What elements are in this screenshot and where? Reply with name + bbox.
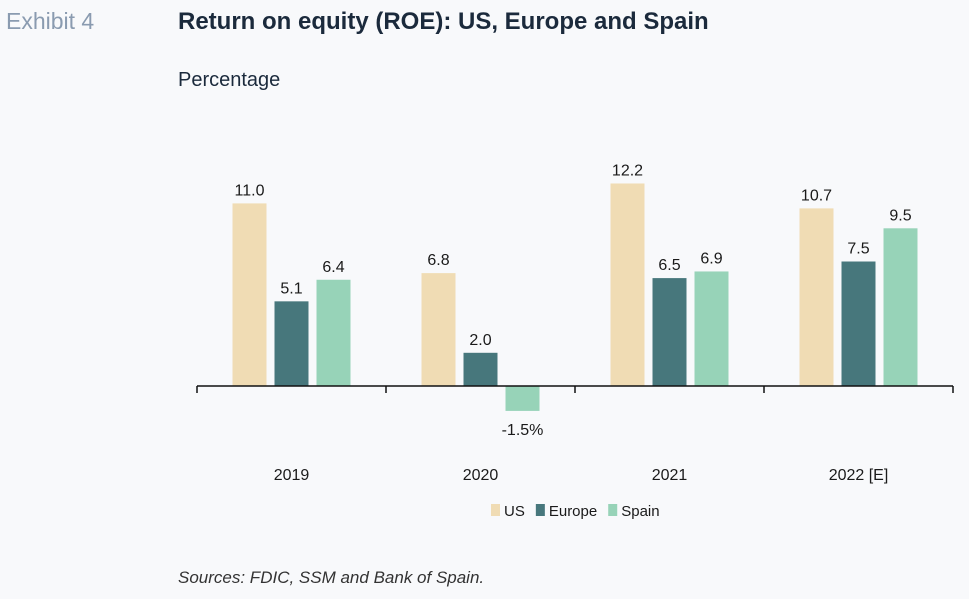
bar-us-1 bbox=[421, 273, 456, 386]
data-label-spain-3: 9.5 bbox=[889, 207, 911, 224]
data-label-spain-1: -1.5% bbox=[502, 422, 544, 439]
x-tick-label-3: 2022 [E] bbox=[829, 467, 889, 484]
bar-spain-2 bbox=[694, 271, 729, 386]
x-axis: 2019 2020 2021 2022 [E] bbox=[196, 385, 954, 484]
x-tick-label-2: 2021 bbox=[652, 467, 688, 484]
data-labels-layer: 11.0 5.1 6.4 6.8 2.0 -1.5% 12.2 6.5 6.9 10.7 7.5 9.… bbox=[235, 162, 912, 438]
bar-spain-1 bbox=[505, 386, 540, 411]
bar-europe-2 bbox=[652, 278, 687, 386]
data-label-us-0: 11.0 bbox=[235, 182, 265, 199]
legend-label-europe: Europe bbox=[549, 503, 597, 520]
legend-label-spain: Spain bbox=[621, 503, 659, 520]
data-label-europe-3: 7.5 bbox=[847, 241, 869, 258]
legend: US Europe Spain bbox=[491, 503, 660, 520]
legend-swatch-europe bbox=[535, 504, 545, 516]
data-label-spain-0: 6.4 bbox=[322, 259, 344, 276]
x-tick-label-1: 2020 bbox=[463, 467, 499, 484]
legend-swatch-us bbox=[491, 504, 500, 516]
data-label-us-2: 12.2 bbox=[612, 162, 643, 179]
chart-title: Return on equity (ROE): US, Europe and S… bbox=[178, 8, 709, 35]
x-tick-label-0: 2019 bbox=[274, 467, 310, 484]
bar-spain-3 bbox=[883, 228, 918, 386]
bar-europe-0 bbox=[274, 301, 309, 386]
data-label-europe-1: 2.0 bbox=[469, 332, 491, 349]
data-label-europe-2: 6.5 bbox=[658, 257, 680, 274]
legend-label-us: US bbox=[504, 503, 525, 520]
data-label-us-1: 6.8 bbox=[427, 252, 449, 269]
source-note: Sources: FDIC, SSM and Bank of Spain. bbox=[178, 568, 485, 587]
bar-europe-1 bbox=[463, 352, 498, 386]
bar-us-2 bbox=[610, 183, 645, 386]
legend-swatch-spain bbox=[608, 504, 618, 516]
data-label-us-3: 10.7 bbox=[801, 187, 832, 204]
bar-us-0 bbox=[232, 203, 267, 386]
bar-spain-0 bbox=[316, 279, 351, 386]
bar-europe-3 bbox=[841, 261, 876, 386]
exhibit-label: Exhibit 4 bbox=[6, 8, 95, 34]
data-label-spain-2: 6.9 bbox=[700, 250, 722, 267]
data-label-europe-0: 5.1 bbox=[280, 280, 302, 297]
bar-us-3 bbox=[799, 208, 834, 386]
chart-subtitle: Percentage bbox=[178, 69, 281, 91]
bars-layer bbox=[232, 183, 918, 411]
